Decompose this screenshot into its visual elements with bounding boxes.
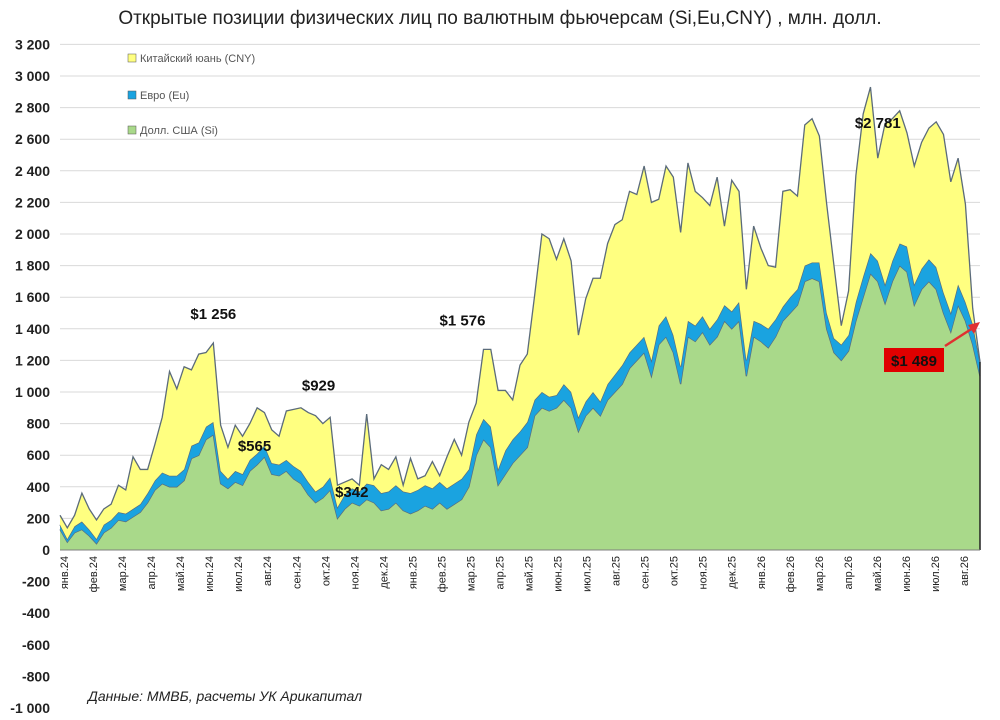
x-tick-label: май.24 bbox=[175, 556, 187, 591]
x-tick-label: июл.24 bbox=[233, 556, 245, 592]
legend-swatch bbox=[127, 125, 137, 135]
x-tick-label: ноя.24 bbox=[349, 556, 361, 589]
y-tick-label: 2 600 bbox=[15, 131, 50, 147]
x-tick-label: окт.24 bbox=[320, 556, 332, 586]
y-tick-label: 200 bbox=[27, 510, 51, 526]
legend-label: Евро (Eu) bbox=[140, 90, 189, 102]
y-tick-label: 2 000 bbox=[15, 226, 50, 242]
legend-swatch bbox=[127, 53, 137, 63]
stacked-areas bbox=[59, 86, 981, 550]
x-tick-label: авг.26 bbox=[959, 556, 971, 586]
x-tick-label: янв.26 bbox=[756, 556, 768, 589]
x-tick-label: дек.25 bbox=[727, 556, 739, 589]
y-tick-label: 3 200 bbox=[15, 36, 50, 52]
x-axis: янв.24 фев.24 мар.24 апр.24 май.24 июн.24 июл.… bbox=[59, 549, 980, 592]
x-tick-label: фев.26 bbox=[785, 556, 797, 592]
x-tick-label: дек.24 bbox=[378, 556, 390, 589]
highlight-box bbox=[884, 348, 944, 372]
x-tick-label: апр.25 bbox=[494, 556, 506, 589]
annotation-label: $1 576 bbox=[440, 312, 486, 329]
y-tick-label: 1 800 bbox=[15, 258, 50, 274]
y-tick-label: 1 000 bbox=[15, 384, 50, 400]
x-tick-label: июл.26 bbox=[930, 556, 942, 592]
x-tick-label: мар.26 bbox=[814, 556, 826, 591]
arrow-head-icon bbox=[968, 322, 980, 334]
x-tick-label: июл.25 bbox=[582, 556, 594, 592]
y-tick-label: 1 600 bbox=[15, 289, 50, 305]
annotations: $1 256 $565 $929 $342 $1 576 $2 781 $1 489 bbox=[190, 115, 980, 501]
cny-area bbox=[60, 87, 980, 539]
legend-swatch bbox=[127, 90, 137, 100]
y-tick-label: 2 800 bbox=[15, 100, 50, 116]
y-tick-label: 1 400 bbox=[15, 321, 50, 337]
x-tick-label: июн.24 bbox=[204, 556, 216, 592]
annotation-label: $929 bbox=[302, 378, 335, 395]
usd-area bbox=[60, 265, 980, 550]
x-tick-label: сен.25 bbox=[640, 556, 652, 589]
arrow-icon bbox=[944, 324, 977, 348]
y-tick-label: 0 bbox=[42, 542, 50, 558]
annotation-label: $342 bbox=[335, 484, 368, 501]
cny-area-line bbox=[59, 86, 981, 530]
source-note: Данные: ММВБ, расчеты УК Арикапитал bbox=[88, 688, 363, 704]
annotation-label: $1 489 bbox=[891, 353, 937, 370]
y-tick-label: 1 200 bbox=[15, 352, 50, 368]
y-tick-label: -400 bbox=[22, 605, 50, 621]
x-tick-label: авг.25 bbox=[611, 556, 623, 586]
x-tick-label: фев.25 bbox=[436, 556, 448, 592]
annotation-label: $565 bbox=[238, 438, 271, 455]
annotation-label: $2 781 bbox=[855, 115, 901, 132]
y-tick-label: -800 bbox=[22, 668, 50, 684]
x-tick-label: апр.24 bbox=[146, 556, 158, 589]
x-tick-label: авг.24 bbox=[262, 556, 274, 586]
eur-area bbox=[60, 243, 980, 544]
x-tick-label: июн.25 bbox=[553, 556, 565, 592]
x-tick-label: окт.25 bbox=[669, 556, 681, 586]
y-tick-label: -200 bbox=[22, 574, 50, 590]
x-tick-label: янв.24 bbox=[59, 556, 71, 589]
x-tick-label: фев.24 bbox=[88, 556, 100, 592]
y-tick-label: 3 000 bbox=[15, 68, 50, 84]
y-tick-label: 2 200 bbox=[15, 194, 50, 210]
x-tick-label: мар.24 bbox=[117, 556, 129, 591]
legend-label: Китайский юань (CNY) bbox=[140, 53, 255, 65]
x-tick-label: май.25 bbox=[524, 556, 536, 591]
y-tick-label: 600 bbox=[27, 447, 51, 463]
y-tick-label: 800 bbox=[27, 416, 51, 432]
y-tick-label: -600 bbox=[22, 637, 50, 653]
y-tick-label: 2 400 bbox=[15, 163, 50, 179]
y-axis: -1 000 -800 -600 -400 -200 0 200 400 600 800 1 000… bbox=[10, 36, 50, 716]
legend: Китайский юань (CNY) Евро (Eu) Долл. США (… bbox=[127, 53, 255, 137]
x-tick-label: май.26 bbox=[872, 556, 884, 591]
y-tick-label: 400 bbox=[27, 479, 51, 495]
chart-title: Открытые позиции физических лиц по валют… bbox=[118, 8, 882, 29]
y-tick-label: -1 000 bbox=[10, 700, 50, 716]
x-tick-label: сен.24 bbox=[291, 556, 303, 589]
annotation-label: $1 256 bbox=[190, 306, 236, 323]
x-tick-label: июн.26 bbox=[901, 556, 913, 592]
x-tick-label: ноя.25 bbox=[698, 556, 710, 589]
x-tick-label: янв.25 bbox=[407, 556, 419, 589]
legend-label: Долл. США (Si) bbox=[140, 125, 218, 137]
x-tick-label: мар.25 bbox=[465, 556, 477, 591]
x-tick-label: апр.26 bbox=[843, 556, 855, 589]
